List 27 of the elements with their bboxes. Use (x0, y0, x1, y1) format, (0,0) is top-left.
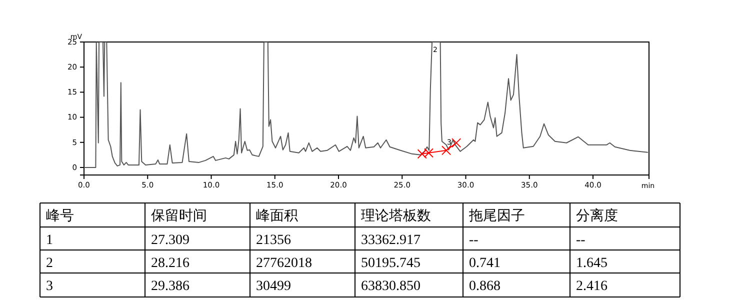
text: 1 (46, 233, 53, 248)
text: 33362.917 (361, 233, 420, 248)
point (452, 138, 462, 148)
text: 2 (46, 256, 53, 271)
text: 峰号 (46, 208, 74, 224)
text: -- (469, 233, 479, 248)
text: 0.741 (469, 256, 500, 271)
text: 63830.850 (361, 279, 420, 294)
text: 1.645 (576, 256, 608, 271)
text: 理论塔板数 (361, 208, 431, 224)
text: 21356 (256, 233, 291, 248)
text: 峰面积 (256, 208, 298, 224)
text: 保留时间 (151, 208, 207, 224)
text: -- (576, 233, 586, 248)
text: 分离度 (576, 208, 618, 224)
text: 50195.745 (361, 256, 420, 271)
text: 拖尾因子 (468, 208, 525, 224)
text: 27.309 (151, 233, 190, 248)
text: 27762018 (256, 256, 312, 271)
text: 0.868 (469, 279, 500, 294)
text: 3 (46, 279, 53, 294)
text: 2.416 (576, 279, 608, 294)
text: 29.386 (151, 279, 190, 294)
text: 30499 (256, 279, 291, 294)
text: 28.216 (151, 256, 190, 271)
point (441, 146, 452, 156)
line-series (84, 42, 648, 168)
